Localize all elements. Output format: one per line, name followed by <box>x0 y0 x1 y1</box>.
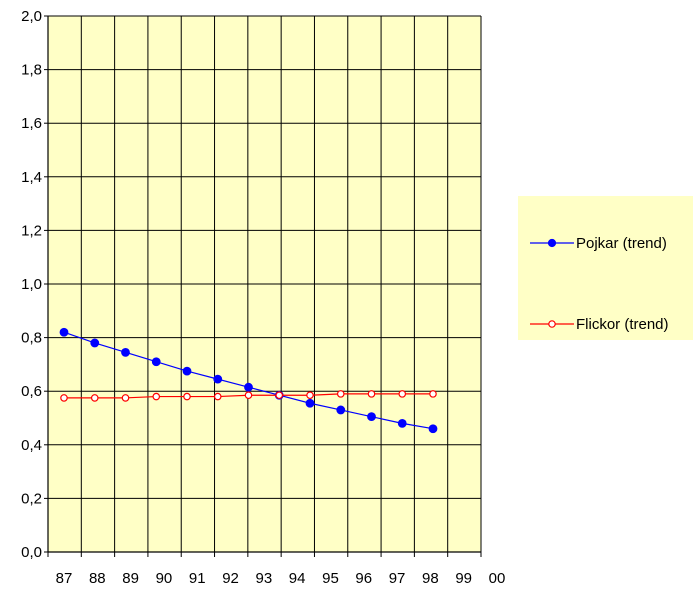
y-tick-label: 1,6 <box>21 115 42 132</box>
y-tick-label: 0,2 <box>21 490 42 507</box>
data-point <box>397 418 407 428</box>
x-tick-label: 00 <box>489 570 506 587</box>
y-tick-label: 1,8 <box>21 62 42 79</box>
data-point <box>60 394 68 402</box>
y-tick-label: 2,0 <box>21 8 42 25</box>
legend-item-flickor: Flickor (trend) <box>530 314 669 334</box>
y-axis-ticks: 0,0 0,2 0,4 0,6 0,8 1,0 1,2 1,4 1,6 1,8 2,0 <box>21 8 48 561</box>
y-tick-label: 0,0 <box>21 544 42 561</box>
data-point <box>336 405 346 415</box>
x-axis-ticks: 87 88 89 90 91 92 93 94 95 96 97 98 99 00 <box>47 552 506 587</box>
y-tick-label: 1,2 <box>21 222 42 239</box>
legend-item-pojkar: Pojkar (trend) <box>530 233 667 253</box>
data-point <box>275 391 284 400</box>
data-point <box>213 374 223 384</box>
x-tick-label: 91 <box>189 570 206 587</box>
data-point <box>152 392 161 401</box>
data-point <box>213 392 222 401</box>
x-tick-label: 96 <box>355 570 372 587</box>
data-point <box>244 391 253 400</box>
legend-marker-pojkar <box>530 238 574 248</box>
gridlines <box>47 15 482 553</box>
x-tick-label: 93 <box>256 570 273 587</box>
data-point <box>398 390 407 398</box>
x-tick-label: 94 <box>289 570 306 587</box>
data-point <box>121 394 130 402</box>
data-point <box>336 390 345 398</box>
y-tick-label: 0,8 <box>21 330 42 347</box>
y-tick-label: 0,6 <box>21 383 42 400</box>
data-point <box>121 347 130 357</box>
x-tick-label: 87 <box>56 570 73 587</box>
data-point <box>182 366 192 376</box>
x-tick-label: 89 <box>122 570 139 587</box>
legend-label-flickor: Flickor (trend) <box>576 315 669 333</box>
y-tick-label: 1,0 <box>21 276 42 293</box>
x-tick-label: 95 <box>322 570 339 587</box>
data-point <box>90 338 100 348</box>
y-tick-label: 0,4 <box>21 437 42 454</box>
data-point <box>367 390 376 398</box>
data-point <box>183 392 191 401</box>
data-point <box>90 394 99 402</box>
x-tick-label: 92 <box>222 570 239 587</box>
legend: Pojkar (trend) Flickor (trend) <box>518 196 693 340</box>
x-tick-label: 88 <box>89 570 106 587</box>
legend-marker-flickor <box>530 320 574 328</box>
x-tick-label: 97 <box>389 570 406 587</box>
series-group <box>59 327 438 434</box>
x-tick-label: 99 <box>455 570 472 587</box>
legend-label-pojkar: Pojkar (trend) <box>576 234 667 252</box>
x-tick-label: 90 <box>156 570 173 587</box>
x-tick-label: 98 <box>422 570 439 587</box>
data-point <box>151 357 161 367</box>
data-point <box>305 398 315 408</box>
y-tick-label: 1,4 <box>21 169 42 186</box>
data-point <box>367 412 376 422</box>
data-point <box>429 390 437 398</box>
data-point <box>244 382 253 392</box>
data-point <box>59 327 69 337</box>
data-point <box>306 391 314 400</box>
data-point <box>428 424 438 434</box>
